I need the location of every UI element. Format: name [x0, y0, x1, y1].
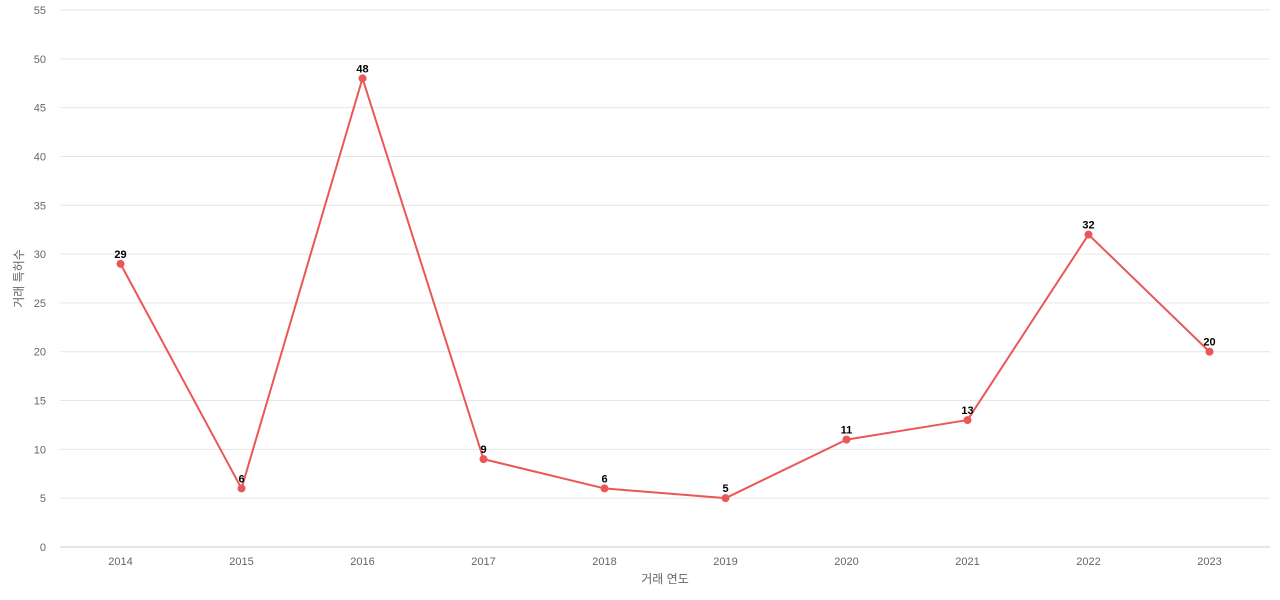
x-tick-label: 2017 [471, 556, 495, 568]
x-tick-label: 2019 [713, 556, 737, 568]
data-label: 48 [356, 63, 368, 75]
data-label: 9 [480, 444, 486, 456]
y-tick-label: 0 [40, 542, 46, 554]
data-label: 11 [841, 425, 853, 437]
y-axis-title: 거래 특허수 [12, 249, 26, 308]
data-point[interactable] [1084, 230, 1093, 239]
x-tick-label: 2023 [1197, 556, 1221, 568]
grid-lines [60, 9, 1270, 499]
data-point[interactable] [237, 484, 246, 493]
data-point[interactable] [600, 484, 609, 493]
data-label: 32 [1082, 220, 1094, 232]
data-label: 13 [961, 405, 973, 417]
x-axis-title: 거래 연도 [641, 572, 689, 586]
data-label: 6 [238, 473, 244, 485]
series-group: 29 6 48 9 6 5 11 13 32 20 [114, 63, 1216, 503]
data-point[interactable] [721, 494, 730, 503]
series-line [119, 77, 1211, 500]
y-tick-label: 10 [34, 444, 46, 456]
x-axis-ticks: 2014 2015 2016 2017 2018 2019 2020 2021 2022 2023 [108, 556, 1221, 568]
y-tick-label: 25 [34, 298, 46, 310]
x-tick-label: 2020 [834, 556, 858, 568]
x-tick-label: 2021 [955, 556, 979, 568]
data-point[interactable] [1205, 347, 1214, 356]
data-label: 20 [1203, 337, 1215, 349]
y-tick-label: 20 [34, 347, 46, 359]
data-label: 5 [722, 483, 728, 495]
y-tick-label: 40 [34, 151, 46, 163]
y-tick-label: 30 [34, 249, 46, 261]
x-tick-label: 2022 [1076, 556, 1100, 568]
y-tick-label: 45 [34, 103, 46, 115]
x-tick-label: 2018 [592, 556, 616, 568]
data-point[interactable] [842, 435, 851, 444]
data-point[interactable] [116, 259, 125, 268]
y-tick-label: 35 [34, 200, 46, 212]
data-point[interactable] [358, 74, 367, 83]
y-tick-label: 15 [34, 396, 46, 408]
y-tick-label: 5 [40, 493, 46, 505]
x-tick-label: 2014 [108, 556, 132, 568]
data-label: 29 [114, 249, 126, 261]
data-point[interactable] [963, 416, 972, 425]
x-tick-label: 2015 [229, 556, 253, 568]
y-tick-label: 55 [34, 5, 46, 17]
x-tick-label: 2016 [350, 556, 374, 568]
data-label: 6 [601, 473, 607, 485]
y-axis-ticks: 0 5 10 15 20 25 30 35 40 45 50 55 [34, 5, 46, 554]
y-tick-label: 50 [34, 54, 46, 66]
data-point[interactable] [479, 455, 488, 464]
